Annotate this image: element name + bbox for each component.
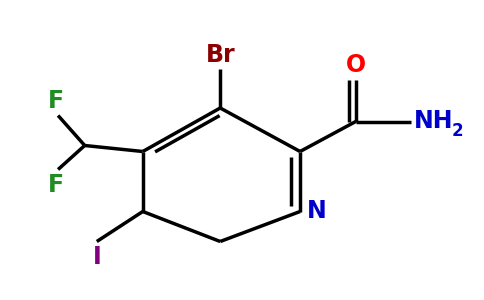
Text: Br: Br bbox=[205, 44, 235, 68]
Text: O: O bbox=[346, 52, 366, 76]
Text: F: F bbox=[47, 172, 64, 197]
Text: 2: 2 bbox=[452, 122, 463, 140]
Text: NH: NH bbox=[414, 110, 454, 134]
Text: N: N bbox=[307, 200, 327, 224]
Text: F: F bbox=[47, 88, 64, 112]
Text: I: I bbox=[92, 244, 101, 268]
